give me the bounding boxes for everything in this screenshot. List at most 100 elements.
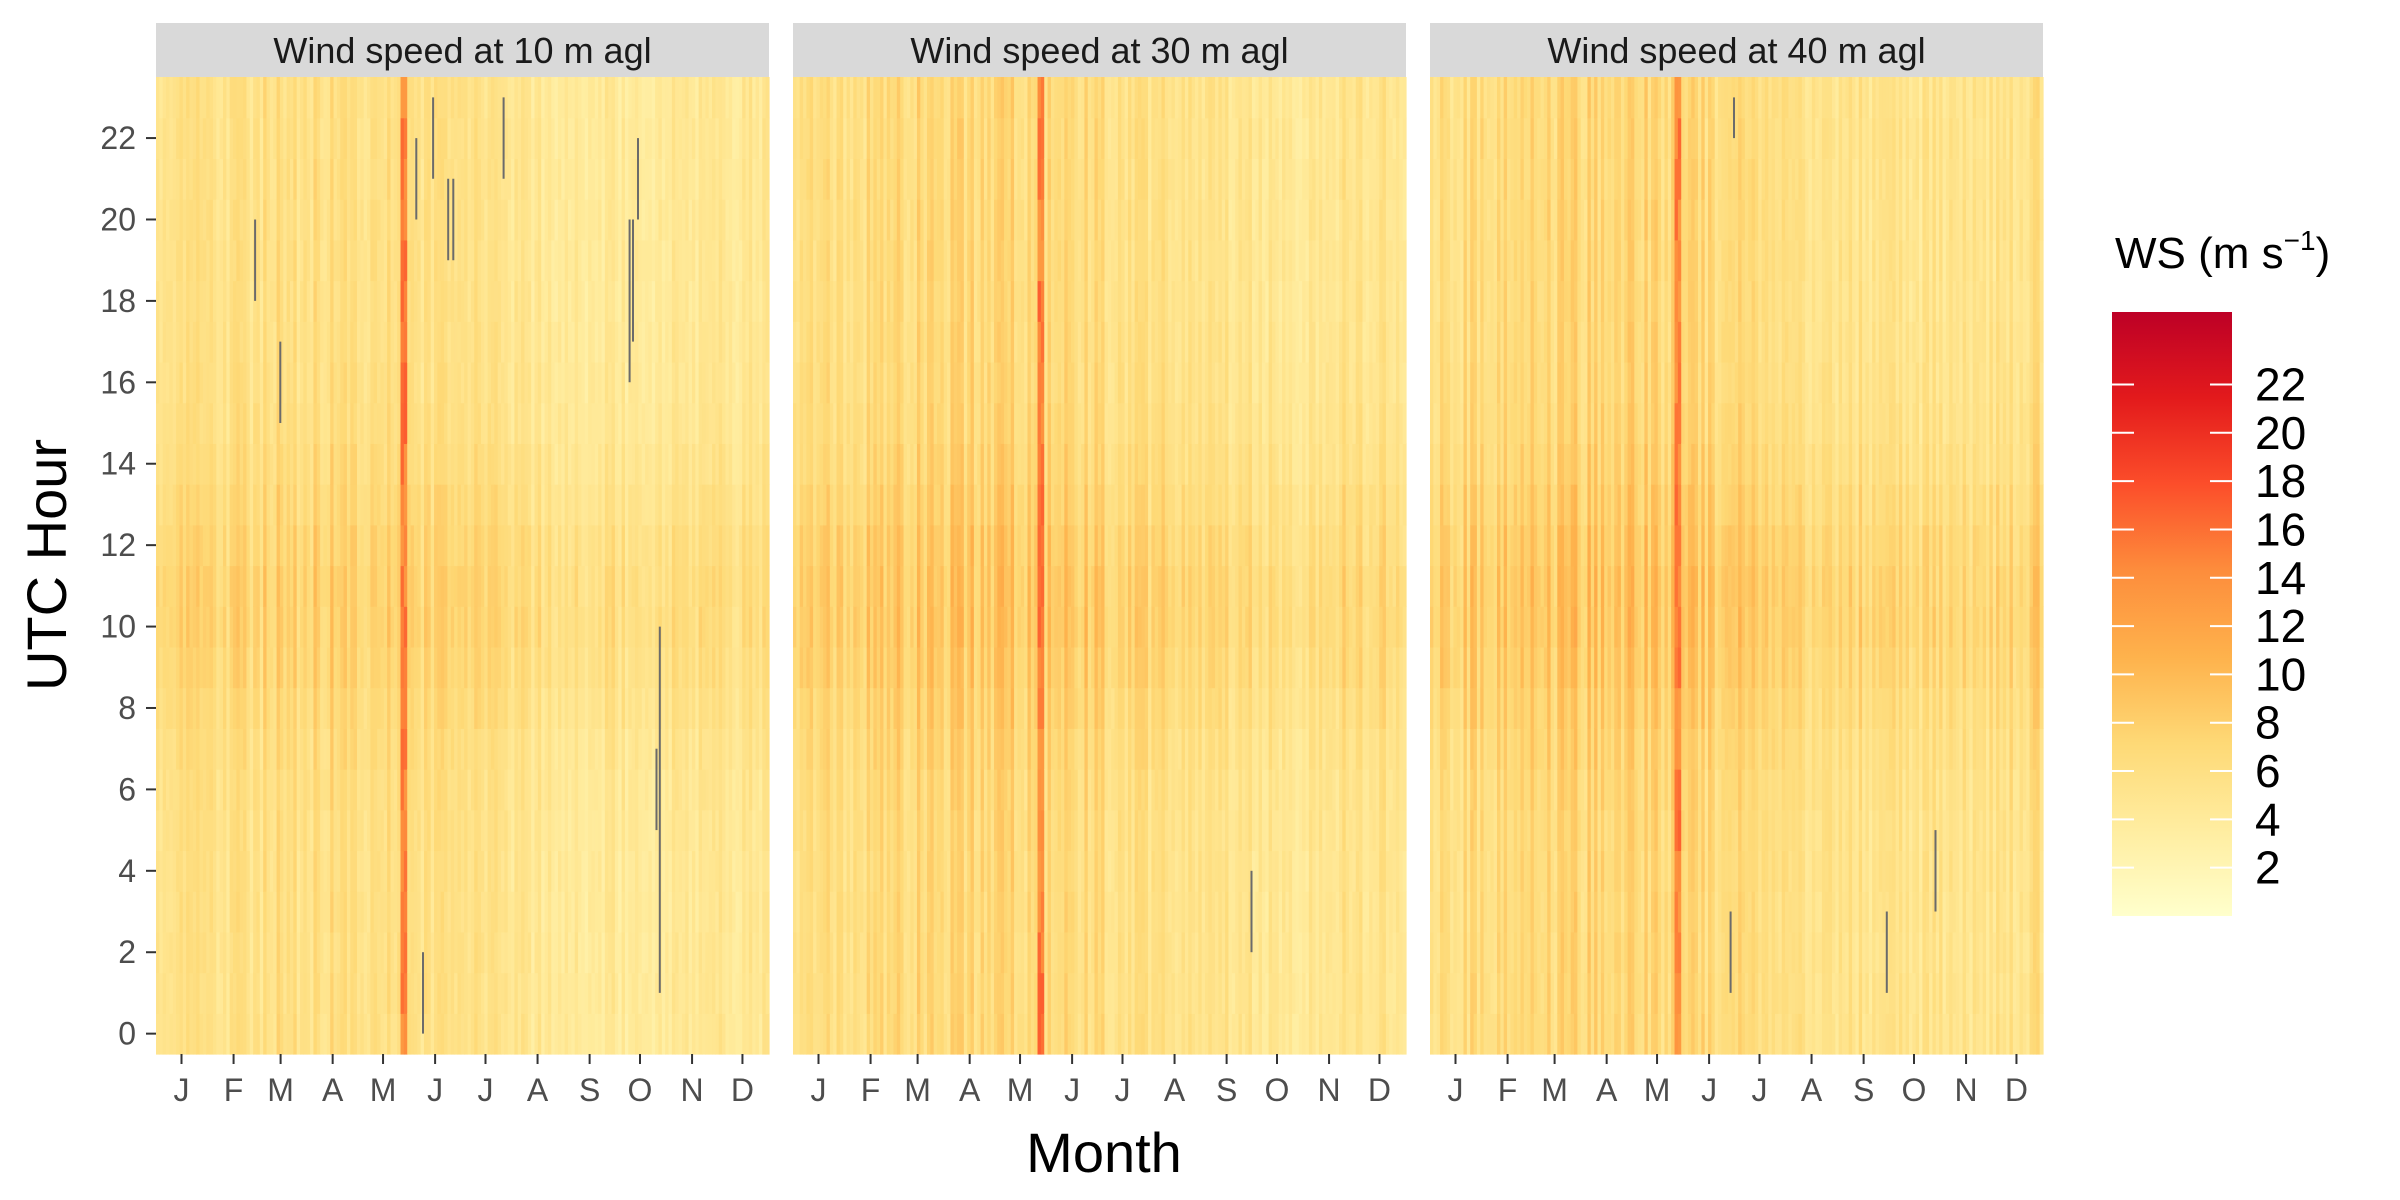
heatmap-cell (212, 117, 217, 160)
heatmap-cell (189, 687, 194, 729)
heatmap-cell (300, 972, 304, 1014)
heatmap-cell (189, 402, 194, 444)
heatmap-cell (524, 199, 529, 241)
heatmap-column (464, 77, 469, 1055)
heatmap-cell (269, 117, 274, 160)
heatmap-cell (209, 931, 214, 974)
heatmap-cell (273, 646, 278, 689)
heatmap-cell (601, 931, 606, 974)
heatmap-cell (671, 646, 676, 689)
heatmap-cell (604, 402, 609, 444)
heatmap-cell (310, 443, 315, 485)
heatmap-cell (624, 117, 629, 160)
heatmap-cell (350, 809, 355, 852)
heatmap-cell (511, 402, 516, 444)
heatmap-cell (531, 321, 536, 363)
heatmap-cell (675, 321, 680, 363)
heatmap-cell (259, 524, 264, 567)
heatmap-cell (574, 565, 579, 607)
heatmap-cell (621, 565, 626, 607)
heatmap-cell (427, 891, 432, 933)
heatmap-cell (561, 524, 566, 567)
heatmap-cell (380, 769, 385, 811)
heatmap-cell (655, 77, 660, 119)
heatmap-cell (474, 972, 479, 1014)
heatmap-cell (464, 77, 469, 119)
heatmap-cell (417, 728, 422, 770)
heatmap-cell (621, 524, 626, 567)
heatmap-cell (531, 239, 536, 282)
heatmap-cell (645, 728, 650, 770)
heatmap-cell (651, 199, 656, 241)
heatmap-cell (420, 117, 425, 160)
heatmap-cell (594, 606, 599, 648)
heatmap-cell (333, 728, 338, 770)
heatmap-cell (444, 158, 449, 200)
heatmap-cell (423, 402, 428, 444)
heatmap-cell (423, 972, 428, 1014)
heatmap-cell (494, 77, 499, 119)
heatmap-cell (166, 117, 170, 160)
heatmap-cell (434, 1013, 438, 1055)
heatmap-cell (296, 239, 301, 282)
heatmap-cell (537, 728, 542, 770)
heatmap-cell (614, 850, 619, 892)
heatmap-cell (521, 931, 526, 974)
heatmap-cell (611, 443, 616, 485)
heatmap-cell (276, 443, 281, 485)
heatmap-cell (691, 484, 696, 526)
heatmap-cell (350, 524, 355, 567)
heatmap-cell (323, 891, 328, 933)
heatmap-cell (688, 687, 693, 729)
heatmap-cell (581, 687, 586, 729)
heatmap-cell (202, 1013, 207, 1055)
heatmap-cell (454, 321, 459, 363)
heatmap-cell (202, 931, 207, 974)
heatmap-cell (494, 931, 499, 974)
heatmap-cell (212, 158, 217, 200)
heatmap-cell (504, 728, 509, 770)
heatmap-cell (681, 891, 686, 933)
heatmap-cell (219, 199, 224, 241)
heatmap-column (681, 77, 686, 1055)
heatmap-cell (323, 646, 328, 689)
heatmap-cell (487, 728, 492, 770)
heatmap-cell (387, 239, 392, 282)
heatmap-cell (564, 280, 569, 322)
heatmap-cell (179, 77, 184, 119)
heatmap-cell (159, 402, 164, 444)
heatmap-cell (604, 850, 609, 892)
heatmap-cell (765, 1013, 770, 1055)
heatmap-cell (511, 850, 516, 892)
heatmap-cell (477, 809, 482, 852)
heatmap-cell (413, 402, 418, 444)
heatmap-cell (588, 158, 593, 200)
heatmap-cell (618, 1013, 623, 1055)
heatmap-cell (571, 321, 576, 363)
heatmap-cell (514, 321, 519, 363)
heatmap-cell (423, 484, 428, 526)
heatmap-cell (367, 606, 371, 648)
heatmap-cell (263, 769, 268, 811)
heatmap-cell (253, 728, 258, 770)
heatmap-cell (427, 443, 432, 485)
heatmap-cell (554, 769, 559, 811)
heatmap-cell (665, 158, 670, 200)
heatmap-cell (233, 728, 237, 770)
heatmap-column (551, 77, 556, 1055)
heatmap-cell (360, 972, 365, 1014)
heatmap-cell (256, 687, 261, 729)
heatmap-cell (601, 158, 606, 200)
heatmap-cell (380, 972, 385, 1014)
heatmap-cell (222, 850, 227, 892)
heatmap-cell (289, 972, 294, 1014)
heatmap-cell (681, 361, 686, 404)
heatmap-cell (229, 850, 234, 892)
heatmap-cell (172, 484, 177, 526)
heatmap-cell (507, 443, 512, 485)
heatmap-cell (296, 972, 301, 1014)
heatmap-column (621, 77, 626, 1055)
heatmap-cell (557, 524, 562, 567)
heatmap-cell (571, 280, 576, 322)
heatmap-cell (373, 565, 378, 607)
